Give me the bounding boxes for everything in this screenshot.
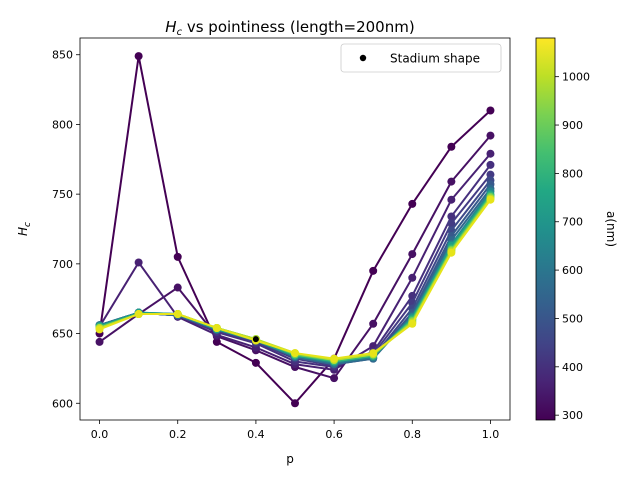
data-point: [408, 250, 417, 259]
series-a-1080: [95, 195, 495, 363]
data-point: [173, 310, 182, 319]
legend-stadium-marker: [359, 54, 367, 62]
title-rest: vs pointiness (length=200nm): [182, 18, 415, 36]
x-tick-label: 0.0: [91, 428, 109, 441]
colorbar-tick-label: 700: [562, 216, 583, 229]
data-point: [486, 170, 495, 179]
data-point: [95, 337, 104, 346]
data-point: [486, 131, 495, 140]
data-point: [291, 399, 299, 408]
colorbar-tick-label: 900: [562, 119, 583, 132]
y-tick-label: 600: [52, 397, 73, 410]
data-point: [408, 199, 417, 208]
colorbar-tick-label: 500: [562, 312, 583, 325]
title-subscript: c: [177, 27, 183, 38]
x-tick-label: 0.4: [247, 428, 265, 441]
y-label-subscript: c: [23, 222, 33, 227]
series-layer: [95, 52, 495, 408]
data-point: [369, 266, 378, 275]
colorbar-label: a(nm): [604, 211, 618, 247]
data-point: [212, 337, 221, 346]
y-tick-label: 800: [52, 118, 73, 131]
data-point: [251, 358, 260, 367]
x-axis-label: p: [286, 452, 294, 466]
data-point: [447, 248, 456, 257]
y-tick-label: 750: [52, 188, 73, 201]
colorbar-gradient: [535, 37, 556, 421]
data-point: [134, 258, 143, 267]
data-point: [408, 273, 417, 282]
data-point: [369, 319, 378, 328]
chart-title: Hc vs pointiness (length=200nm): [165, 18, 414, 38]
data-point: [173, 252, 182, 261]
x-axis: 0.0 0.2 0.4 0.6 0.8 1.0: [91, 420, 499, 441]
y-label-h: H: [16, 227, 30, 236]
data-point: [486, 160, 495, 169]
data-point: [447, 142, 456, 151]
data-point: [447, 219, 456, 228]
stadium-layer: [252, 336, 259, 343]
colorbar-tick-label: 300: [562, 409, 583, 422]
data-point: [486, 149, 495, 158]
y-tick-label: 850: [52, 49, 73, 62]
y-tick-label: 700: [52, 258, 73, 271]
data-point: [291, 349, 299, 358]
title-h: H: [165, 18, 176, 36]
data-point: [486, 195, 495, 204]
data-point: [447, 195, 456, 204]
data-point: [330, 354, 339, 363]
x-tick-label: 0.8: [404, 428, 422, 441]
legend-stadium-label: Stadium shape: [390, 52, 480, 66]
y-tick-label: 650: [52, 328, 73, 341]
x-tick-label: 0.2: [169, 428, 187, 441]
colorbar-ticks: 300 400 500 600 700 800 900 1000: [555, 71, 590, 422]
data-point: [212, 323, 221, 332]
x-tick-label: 0.6: [325, 428, 343, 441]
colorbar-tick-label: 1000: [562, 71, 590, 84]
data-point: [369, 349, 378, 358]
y-axis: 600 650 700 750 800 850: [52, 49, 80, 410]
data-point: [447, 177, 456, 186]
legend-box: [340, 43, 502, 73]
data-point: [447, 212, 456, 221]
x-tick-label: 1.0: [482, 428, 500, 441]
colorbar: 300 400 500 600 700 800 900 1000 a(nm): [535, 37, 618, 422]
data-point: [486, 106, 495, 115]
data-point: [330, 374, 339, 383]
data-point: [408, 319, 417, 328]
colorbar-tick-label: 800: [562, 167, 583, 180]
data-point: [134, 52, 143, 61]
stadium-point: [252, 336, 259, 343]
y-axis-label: Hc: [16, 222, 33, 236]
data-point: [173, 283, 182, 292]
colorbar-tick-label: 600: [562, 264, 583, 277]
colorbar-tick-label: 400: [562, 361, 583, 374]
data-point: [95, 325, 104, 334]
legend: Stadium shape: [340, 43, 502, 73]
plot-frame: [79, 37, 511, 421]
data-point: [134, 310, 143, 319]
